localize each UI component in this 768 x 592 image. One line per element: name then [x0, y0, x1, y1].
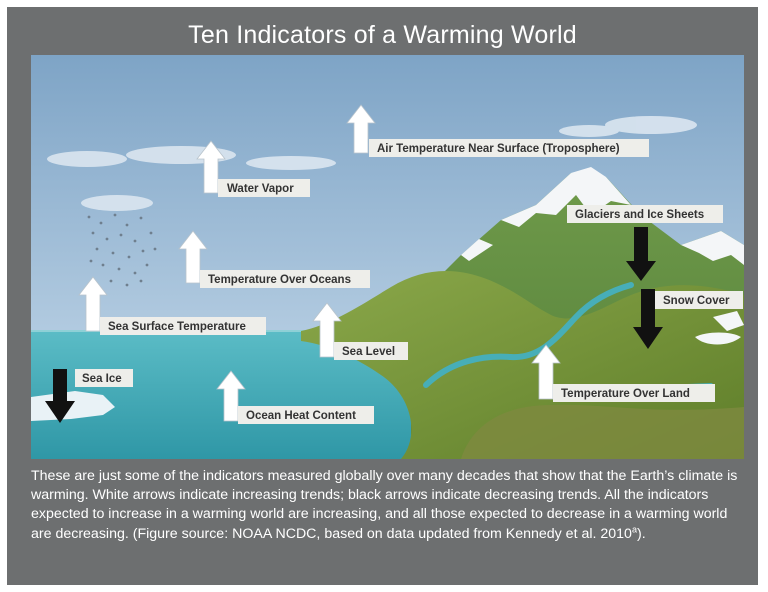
- illustration: Air Temperature Near Surface (Tropospher…: [31, 55, 744, 459]
- label-air-temperature: Air Temperature Near Surface (Tropospher…: [377, 143, 620, 155]
- label-snow-cover: Snow Cover: [663, 295, 730, 307]
- glaciers-arrow-down-icon: [626, 227, 656, 281]
- caption-text: These are just some of the indicators me…: [31, 468, 738, 542]
- figure-title: Ten Indicators of a Warming World: [188, 21, 577, 49]
- label-water-vapor: Water Vapor: [227, 183, 294, 195]
- sea-ice-arrow-down-icon: [45, 369, 75, 423]
- label-glaciers: Glaciers and Ice Sheets: [575, 209, 704, 221]
- snow-patches: [695, 311, 744, 345]
- caption-end: ).: [636, 525, 646, 542]
- label-sea-surface-temperature: Sea Surface Temperature: [108, 321, 246, 333]
- air-temperature-arrow-up-icon: [346, 104, 376, 154]
- rain-dots: [87, 213, 157, 287]
- figure-caption: These are just some of the indicators me…: [31, 467, 743, 544]
- snow-cover-arrow-down-icon: [633, 289, 663, 349]
- snow-peaks: [461, 167, 744, 265]
- label-temperature-land: Temperature Over Land: [561, 388, 690, 400]
- label-ocean-heat-content: Ocean Heat Content: [246, 410, 356, 422]
- label-sea-level: Sea Level: [342, 346, 395, 358]
- sea-ice-floe: [31, 391, 115, 421]
- label-sea-ice: Sea Ice: [82, 373, 122, 385]
- figure-frame: Ten Indicators of a Warming World: [7, 7, 758, 585]
- caption-superscript: a: [631, 523, 637, 534]
- label-temperature-oceans: Temperature Over Oceans: [208, 274, 351, 286]
